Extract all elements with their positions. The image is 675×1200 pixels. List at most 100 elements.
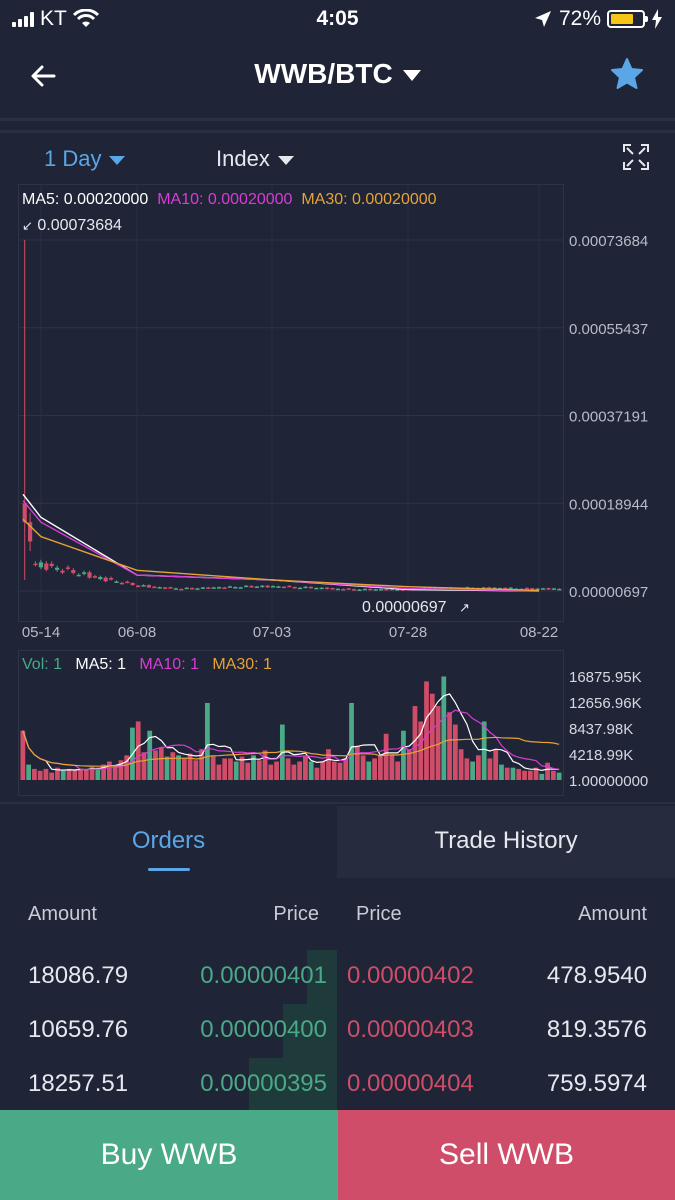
volume-bar: [458, 749, 464, 780]
interval-selector[interactable]: 1 Day: [44, 146, 126, 172]
volume-bar: [349, 702, 354, 780]
battery-percent: 72%: [558, 7, 601, 30]
x-tick-label: 07-03: [253, 624, 291, 641]
x-tick-label: 05-14: [22, 624, 60, 641]
candle-body: [492, 587, 497, 590]
buy-depth-bar: [283, 1004, 337, 1058]
volume-bar: [112, 766, 118, 780]
volume-bar: [452, 724, 458, 780]
col-sell-amount: Amount: [578, 903, 647, 925]
arrow-up-right-icon: ↗: [458, 600, 470, 615]
volume-bar: [205, 702, 210, 780]
volume-bar: [476, 755, 481, 780]
candle-body: [184, 587, 189, 590]
price-chart[interactable]: 0.00073684 0.00055437 0.00037191 0.00018944…: [0, 184, 675, 644]
candle-body: [541, 588, 546, 590]
candle-body: [481, 587, 486, 589]
tab-trade-history-label: Trade History: [434, 827, 578, 854]
caret-down-icon: [402, 70, 421, 82]
caret-down-icon: [277, 155, 294, 165]
candle-body: [357, 589, 362, 592]
tab-orders[interactable]: Orders: [0, 806, 337, 878]
volume-bar: [210, 755, 216, 780]
order-row[interactable]: 10659.76 0.00000400 0.00000403 819.3576: [0, 1004, 675, 1058]
candle-body: [71, 570, 76, 574]
favorite-star-icon[interactable]: [609, 56, 645, 92]
high-marker: ↙ 0.00073684: [22, 217, 122, 235]
col-sell-price: Price: [356, 903, 402, 925]
sell-button[interactable]: Sell WWB: [338, 1110, 675, 1200]
volume-bar: [216, 764, 222, 780]
volume-bar: [164, 756, 170, 780]
candle-body: [109, 577, 114, 580]
volume-bar: [222, 758, 228, 780]
y-tick-label: 8437.98K: [569, 721, 633, 738]
order-row[interactable]: 18257.51 0.00000395 0.00000404 759.5974: [0, 1058, 675, 1112]
pair-selector[interactable]: WWB/BTC: [0, 58, 675, 90]
volume-bar: [331, 761, 337, 780]
candle-body: [319, 587, 324, 590]
legend-ma5: MA5: 0.00020000: [22, 191, 149, 208]
volume-bar: [360, 755, 366, 780]
volume-bar: [550, 770, 556, 780]
order-row[interactable]: 18086.79 0.00000401 0.00000402 478.9540: [0, 950, 675, 1004]
candle-body: [281, 586, 286, 589]
volume-bar: [499, 764, 504, 780]
candle-body: [238, 587, 243, 589]
volume-bar: [55, 767, 60, 780]
candle-body: [87, 572, 92, 578]
volume-chart[interactable]: 16875.95K 12656.96K 8437.98K 4218.99K 1.0000…: [0, 650, 675, 800]
legend-ma30: MA30: 0.00020000: [301, 191, 437, 208]
candle-body: [362, 588, 367, 591]
volume-bar: [60, 770, 66, 780]
candle-body: [227, 586, 232, 588]
sell-amount: 759.5974: [546, 1070, 647, 1097]
volume-ma30-line: [22, 730, 560, 767]
candle-body: [152, 586, 157, 589]
candle-body: [136, 585, 141, 588]
volume-bar: [464, 758, 470, 780]
legend-vol-ma10: MA10: 1: [139, 656, 199, 673]
candle-body: [211, 587, 216, 589]
candle-body: [325, 587, 330, 590]
candle-body: [292, 587, 297, 589]
candle-body: [303, 586, 308, 589]
volume-bar: [556, 772, 562, 780]
volume-bar: [158, 747, 164, 780]
volume-bar: [95, 767, 101, 780]
candle-body: [163, 587, 168, 589]
location-arrow-icon: [534, 11, 551, 27]
candle-body: [217, 587, 222, 589]
candle-body: [44, 563, 49, 570]
volume-bar: [124, 755, 130, 780]
volume-chart-canvas: 16875.95K 12656.96K 8437.98K 4218.99K 1.0000…: [20, 669, 648, 790]
candle-body: [443, 587, 448, 590]
candle-body: [508, 587, 513, 590]
candle-body: [173, 588, 178, 590]
volume-bar: [135, 721, 141, 780]
tab-trade-history[interactable]: Trade History: [337, 806, 675, 878]
sell-price: 0.00000402: [347, 962, 474, 989]
back-arrow-icon[interactable]: [28, 60, 60, 92]
candle-body: [65, 567, 70, 569]
volume-bar: [72, 770, 78, 780]
indicator-selector[interactable]: Index: [216, 146, 294, 172]
candle-body: [76, 574, 81, 577]
volume-bar: [147, 730, 153, 780]
candle-body: [379, 589, 384, 591]
fullscreen-icon[interactable]: [623, 144, 649, 170]
candle-body: [389, 588, 394, 591]
buy-button[interactable]: Buy WWB: [0, 1110, 338, 1200]
legend-vol: Vol: 1: [22, 656, 63, 673]
y-tick-label: 1.00000000: [569, 773, 648, 790]
candle-body: [114, 581, 119, 583]
volume-bar: [193, 760, 199, 780]
arrow-down-left-icon: ↙: [22, 218, 33, 233]
y-tick-label: 0.00000697: [569, 584, 648, 601]
interval-label: 1 Day: [44, 146, 102, 171]
volume-bar: [354, 746, 360, 780]
y-tick-label: 4218.99K: [569, 747, 633, 764]
volume-bar: [83, 768, 89, 780]
divider: [0, 118, 675, 121]
y-tick-label: 12656.96K: [569, 695, 642, 712]
